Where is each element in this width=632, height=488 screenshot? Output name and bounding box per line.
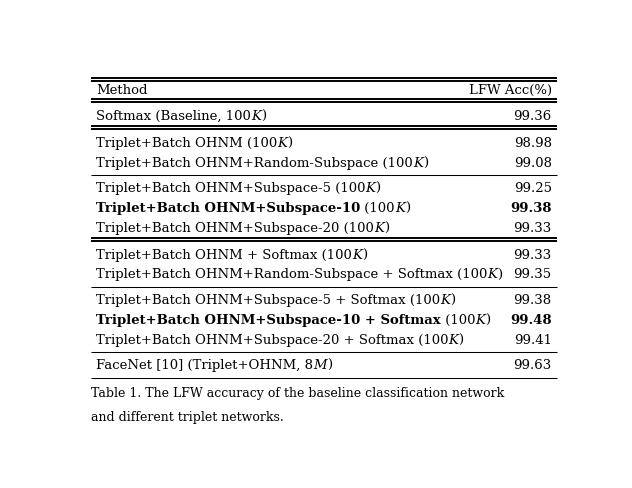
Text: K: K	[395, 202, 404, 215]
Text: 99.63: 99.63	[513, 360, 552, 372]
Text: 99.08: 99.08	[514, 157, 552, 169]
Text: K: K	[352, 249, 362, 262]
Text: 99.36: 99.36	[513, 109, 552, 122]
Text: ): )	[423, 157, 428, 169]
Text: ): )	[362, 249, 367, 262]
Text: 99.25: 99.25	[514, 183, 552, 196]
Text: 99.33: 99.33	[513, 222, 552, 235]
Text: 99.38: 99.38	[510, 202, 552, 215]
Text: ): )	[261, 109, 266, 122]
Text: 98.98: 98.98	[514, 137, 552, 150]
Text: ): )	[450, 294, 455, 307]
Text: Method: Method	[96, 84, 148, 97]
Text: K: K	[441, 294, 450, 307]
Text: Table 1. The LFW accuracy of the baseline classification network: Table 1. The LFW accuracy of the baselin…	[91, 387, 504, 400]
Text: K: K	[449, 333, 459, 346]
Text: Triplet+Batch OHNM (100: Triplet+Batch OHNM (100	[96, 137, 277, 150]
Text: ): )	[485, 314, 490, 327]
Text: M: M	[313, 360, 327, 372]
Text: Softmax (Baseline, 100: Softmax (Baseline, 100	[96, 109, 251, 122]
Text: K: K	[251, 109, 261, 122]
Text: and different triplet networks.: and different triplet networks.	[91, 411, 284, 425]
Text: FaceNet [10] (Triplet+OHNM, 8: FaceNet [10] (Triplet+OHNM, 8	[96, 360, 313, 372]
Text: (100: (100	[441, 314, 475, 327]
Text: ): )	[375, 183, 380, 196]
Text: Triplet+Batch OHNM+Subspace-20 (100: Triplet+Batch OHNM+Subspace-20 (100	[96, 222, 374, 235]
Text: Triplet+Batch OHNM+Subspace-20 + Softmax (100: Triplet+Batch OHNM+Subspace-20 + Softmax…	[96, 333, 449, 346]
Text: K: K	[366, 183, 375, 196]
Text: K: K	[413, 157, 423, 169]
Text: 99.35: 99.35	[514, 268, 552, 282]
Text: Triplet+Batch OHNM+Subspace-5 (100: Triplet+Batch OHNM+Subspace-5 (100	[96, 183, 366, 196]
Text: ): )	[327, 360, 332, 372]
Text: ): )	[384, 222, 389, 235]
Text: K: K	[277, 137, 288, 150]
Text: ): )	[459, 333, 464, 346]
Text: Triplet+Batch OHNM+Random-Subspace + Softmax (100: Triplet+Batch OHNM+Random-Subspace + Sof…	[96, 268, 487, 282]
Text: K: K	[374, 222, 384, 235]
Text: Triplet+Batch OHNM+Subspace-10 + Softmax: Triplet+Batch OHNM+Subspace-10 + Softmax	[96, 314, 441, 327]
Text: 99.41: 99.41	[514, 333, 552, 346]
Text: K: K	[487, 268, 497, 282]
Text: 99.33: 99.33	[513, 249, 552, 262]
Text: LFW Acc(%): LFW Acc(%)	[468, 84, 552, 97]
Text: 99.38: 99.38	[514, 294, 552, 307]
Text: Triplet+Batch OHNM+Subspace-10: Triplet+Batch OHNM+Subspace-10	[96, 202, 360, 215]
Text: Triplet+Batch OHNM+Subspace-5 + Softmax (100: Triplet+Batch OHNM+Subspace-5 + Softmax …	[96, 294, 441, 307]
Text: Triplet+Batch OHNM+Random-Subspace (100: Triplet+Batch OHNM+Random-Subspace (100	[96, 157, 413, 169]
Text: ): )	[404, 202, 410, 215]
Text: Triplet+Batch OHNM + Softmax (100: Triplet+Batch OHNM + Softmax (100	[96, 249, 352, 262]
Text: ): )	[497, 268, 502, 282]
Text: ): )	[288, 137, 293, 150]
Text: (100: (100	[360, 202, 395, 215]
Text: 99.48: 99.48	[510, 314, 552, 327]
Text: K: K	[475, 314, 485, 327]
